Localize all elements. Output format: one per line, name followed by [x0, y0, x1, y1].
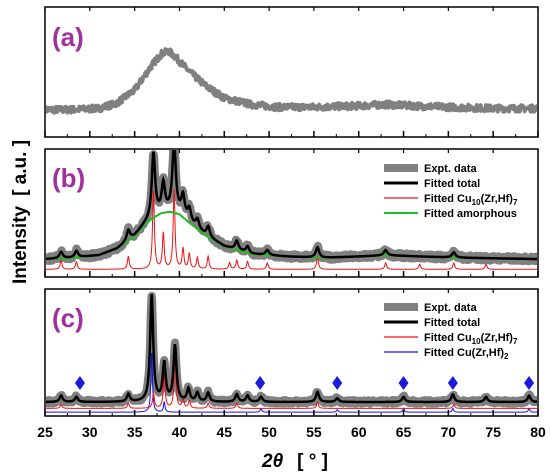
- panel-c-label: (c): [52, 303, 84, 333]
- panel-a-frame: [44, 6, 539, 138]
- panel-c-total-line: [46, 294, 537, 404]
- y-axis-label: Intensity [ a.u. ]: [10, 140, 31, 284]
- panel-a-series: [46, 47, 537, 115]
- x-tick-label: 40: [172, 424, 188, 440]
- legend-label-expt: Expt. data: [424, 163, 477, 175]
- panel-b-total-line: [46, 150, 537, 261]
- panel-b-series: [46, 150, 537, 270]
- x-axis-unit: [ ° ]: [297, 451, 328, 472]
- x-tick-label: 25: [37, 424, 53, 440]
- diamond-marker-5: [524, 375, 535, 390]
- legend-label-cu10: Fitted Cu10(Zr,Hf)7: [424, 193, 518, 207]
- legend-label-expt: Expt. data: [424, 302, 477, 314]
- legend-label-total: Fitted total: [424, 317, 480, 329]
- panel-a-expt-line: [46, 47, 537, 115]
- diamond-marker-1: [255, 375, 266, 390]
- panel-c-cuzrhf2-line: [46, 353, 537, 413]
- x-axis-label: 2θ [ ° ]: [261, 451, 328, 472]
- x-tick-label: 80: [530, 424, 546, 440]
- legend-label-amorphous: Fitted amorphous: [424, 208, 517, 220]
- diamond-marker-0: [74, 375, 85, 390]
- x-tick-label: 70: [441, 424, 457, 440]
- y-axis-unit: [ a.u. ]: [10, 140, 31, 196]
- panel-b-cu10-line: [46, 188, 537, 270]
- diamond-marker-3: [398, 375, 409, 390]
- diamond-marker-2: [332, 375, 343, 390]
- legend-label-cu10: Fitted Cu10(Zr,Hf)7: [424, 332, 518, 346]
- x-axis-ticks: 25 30 35 40 45 50 55 60 65 70 75 80: [37, 7, 546, 440]
- x-tick-label: 30: [82, 424, 98, 440]
- panel-c-legend: Expt. data Fitted total Fitted Cu10(Zr,Hf)…: [384, 302, 518, 361]
- x-axis-symbol: 2θ: [261, 451, 284, 472]
- x-tick-label: 55: [306, 424, 322, 440]
- y-axis-label-text: Intensity: [10, 205, 31, 284]
- legend-label-total: Fitted total: [424, 178, 480, 190]
- x-tick-label: 50: [261, 424, 277, 440]
- panel-c-series: [46, 291, 537, 413]
- diamond-marker-4: [447, 375, 458, 390]
- x-tick-label: 75: [485, 424, 501, 440]
- panel-b-legend: Expt. data Fitted total Fitted Cu10(Zr,Hf)…: [384, 163, 518, 220]
- x-tick-label: 45: [216, 424, 232, 440]
- panel-b-label: (b): [52, 163, 85, 193]
- x-tick-label: 65: [396, 424, 412, 440]
- x-tick-label: 60: [351, 424, 367, 440]
- panel-c-cu10-line: [46, 355, 537, 409]
- x-tick-label: 35: [127, 424, 143, 440]
- legend-label-cuzrhf2: Fitted Cu(Zr,Hf)2: [424, 347, 509, 361]
- panel-a-label: (a): [52, 22, 84, 52]
